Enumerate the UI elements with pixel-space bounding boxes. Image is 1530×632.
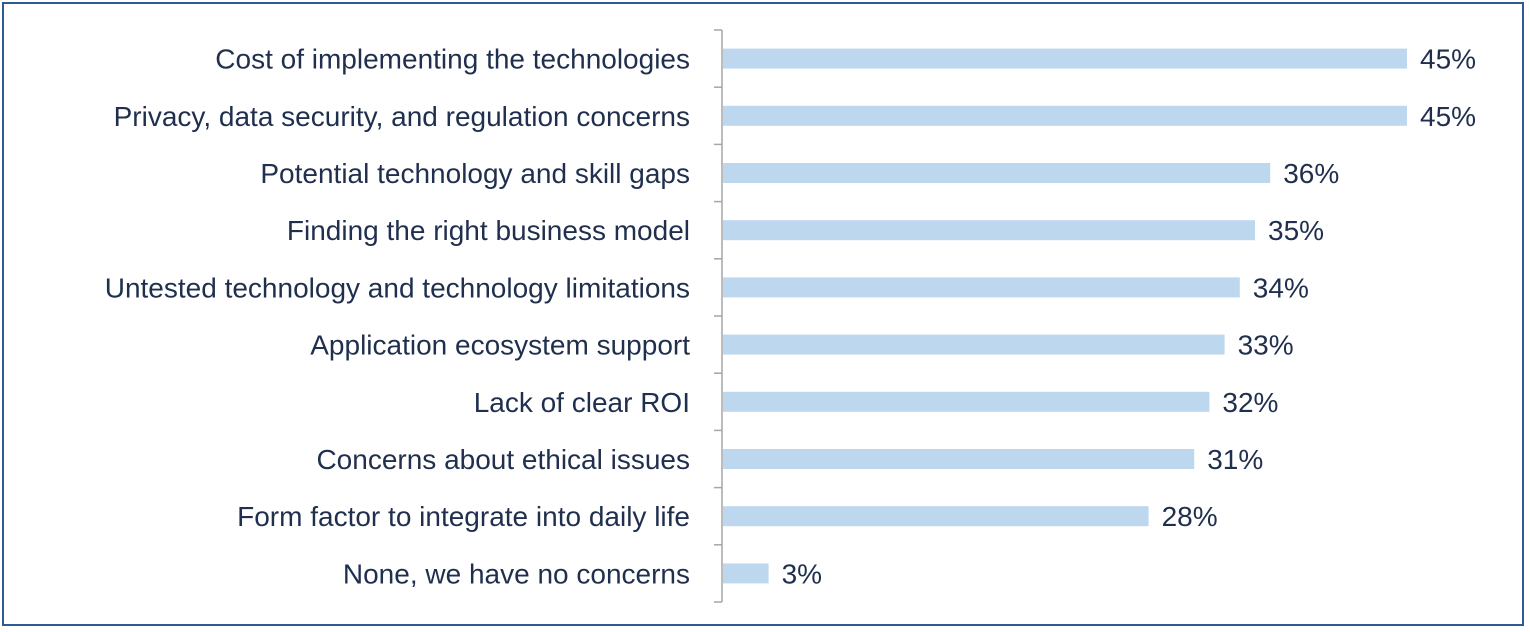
category-label: Application ecosystem support [310,330,690,361]
bar-2 [723,105,1407,126]
value-label: 31% [1207,444,1263,475]
bar-3 [723,163,1271,183]
bar-4 [723,220,1255,241]
bar-8 [723,449,1195,469]
value-label: 28% [1162,501,1218,532]
bar-7 [723,391,1210,412]
category-label: Lack of clear ROI [474,387,690,418]
category-label: Untested technology and technology limit… [105,272,690,303]
value-label: 45% [1420,44,1476,75]
category-label: Concerns about ethical issues [316,444,690,475]
value-label: 3% [782,558,822,589]
bar-1 [723,48,1407,69]
labels-layer: Cost of implementing the technologies 45%… [105,44,1476,590]
bar-6 [723,334,1225,355]
category-label: Cost of implementing the technologies [215,44,690,75]
value-label: 32% [1222,387,1278,418]
category-label: Potential technology and skill gaps [260,158,690,189]
value-label: 45% [1420,101,1476,132]
bars-layer [723,48,1407,584]
value-label: 35% [1268,215,1324,246]
category-label: None, we have no concerns [343,558,690,589]
bar-10 [723,563,769,584]
category-label: Privacy, data security, and regulation c… [114,101,690,132]
value-label: 36% [1283,158,1339,189]
value-label: 34% [1253,272,1309,303]
category-label: Form factor to integrate into daily life [237,501,690,532]
category-label: Finding the right business model [287,215,690,246]
value-label: 33% [1238,330,1294,361]
bar-9 [723,506,1149,527]
axis-layer [714,29,723,603]
bar-5 [723,277,1240,298]
